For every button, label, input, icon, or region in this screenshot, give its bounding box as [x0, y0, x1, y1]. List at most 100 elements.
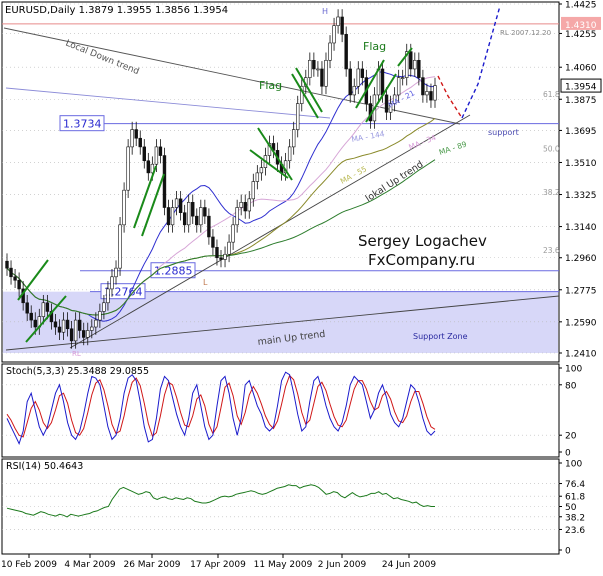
price-candle [114, 260, 118, 285]
candle-body [429, 91, 433, 101]
candle-body [57, 326, 62, 333]
rsi-panel [1, 458, 560, 555]
down-channel-line [5, 87, 331, 119]
last-price-tag [560, 78, 602, 93]
price-candle [384, 87, 389, 121]
candle-body [110, 276, 114, 290]
candle-body [130, 129, 134, 148]
candle-body [207, 215, 211, 238]
candle-body [114, 267, 118, 278]
candle-body [421, 77, 425, 96]
level-box-label: 1.2885 [154, 265, 193, 278]
price-candle [405, 43, 409, 86]
annotation-label: RL [72, 350, 81, 358]
candle-body [142, 146, 146, 162]
candle-body [324, 59, 328, 87]
rsi-line [6, 484, 435, 518]
candle-body [328, 42, 332, 61]
price-candle [348, 61, 352, 103]
candle-body [227, 241, 231, 255]
resistance-tag-label: 1.4310 [565, 21, 597, 31]
fib-label: 50.0 [543, 145, 560, 154]
candle-body [13, 276, 17, 281]
price-candle [186, 194, 191, 233]
rsi-y-tick-label: 23.6 [565, 526, 585, 536]
candle-body [182, 212, 187, 226]
price-candle [41, 294, 46, 325]
price-candle [82, 322, 86, 346]
last-price-label: 1.3954 [565, 83, 597, 93]
candle-body [186, 202, 191, 226]
price-candle [69, 320, 74, 349]
price-candle [344, 26, 348, 77]
rsi-title: RSI(14) 50.4643 [6, 461, 83, 472]
candle-body [425, 91, 429, 96]
candle-body [287, 146, 292, 162]
price-candle [134, 121, 138, 147]
price-candle [356, 61, 360, 95]
flag-line [397, 47, 413, 67]
candle-body [223, 253, 227, 260]
candle-body [300, 85, 304, 104]
price-candle [239, 194, 243, 216]
price-candle [61, 312, 66, 341]
price-candle [130, 121, 134, 155]
price-candle [106, 281, 110, 311]
fib-label: 23.6 [543, 246, 560, 255]
candle-body [231, 224, 235, 243]
price-candle [320, 61, 324, 95]
price-candle [392, 87, 397, 112]
price-candle [360, 61, 365, 86]
y-tick-label: 1.4255 [565, 30, 597, 40]
candle-body [344, 34, 348, 70]
price-candle [332, 17, 336, 51]
price-candle [227, 234, 231, 263]
price-candle [126, 139, 130, 198]
candle-body [122, 189, 126, 226]
candle-body [320, 68, 324, 87]
price-candle [259, 159, 264, 181]
price-candle [174, 191, 179, 216]
candle-body [82, 330, 86, 338]
annotation-label: L [203, 278, 208, 287]
x-tick-label: 10 Feb 2009 [1, 560, 57, 570]
y-tick-label: 1.3695 [565, 127, 597, 137]
candle-body [433, 85, 437, 101]
flag-line [141, 173, 165, 237]
fib-label: 38.2 [543, 188, 560, 197]
candle-body [102, 302, 106, 312]
fib-label: 61.8 [543, 90, 560, 99]
y-tick-label: 1.2960 [565, 254, 597, 264]
x-tick-label: 2 Jun 2009 [318, 560, 367, 570]
candle-body [332, 25, 336, 44]
price-candle [86, 322, 90, 346]
candle-body [243, 202, 247, 212]
price-candle [207, 208, 211, 245]
price-candle [267, 135, 272, 164]
flag-line [257, 127, 293, 181]
rsi-y-tick-label: 50 [565, 503, 577, 513]
candle-body [195, 215, 199, 226]
price-candle [118, 217, 122, 276]
candle-body [191, 202, 195, 217]
price-candle [243, 194, 247, 219]
support-zone-label: Support Zone [413, 332, 468, 341]
price-candle [336, 9, 340, 34]
candle-body [247, 198, 251, 212]
candle-body [53, 321, 58, 328]
candle-body [203, 207, 207, 217]
candle-body [336, 16, 340, 26]
y-tick-label: 1.2410 [565, 350, 597, 360]
annotation-label: Flag [259, 79, 282, 92]
price-candle [231, 217, 235, 250]
candle-body [352, 85, 356, 96]
price-candle [340, 9, 344, 43]
annotation-label: Flag [363, 40, 386, 53]
price-candle [215, 239, 219, 266]
annotation-label: RL 2007.12.20 [500, 29, 551, 37]
stoch-y-tick-label: 20 [565, 432, 577, 442]
candle-body [400, 77, 405, 79]
stoch-y-tick-label: 80 [565, 381, 577, 391]
candle-body [174, 198, 179, 208]
